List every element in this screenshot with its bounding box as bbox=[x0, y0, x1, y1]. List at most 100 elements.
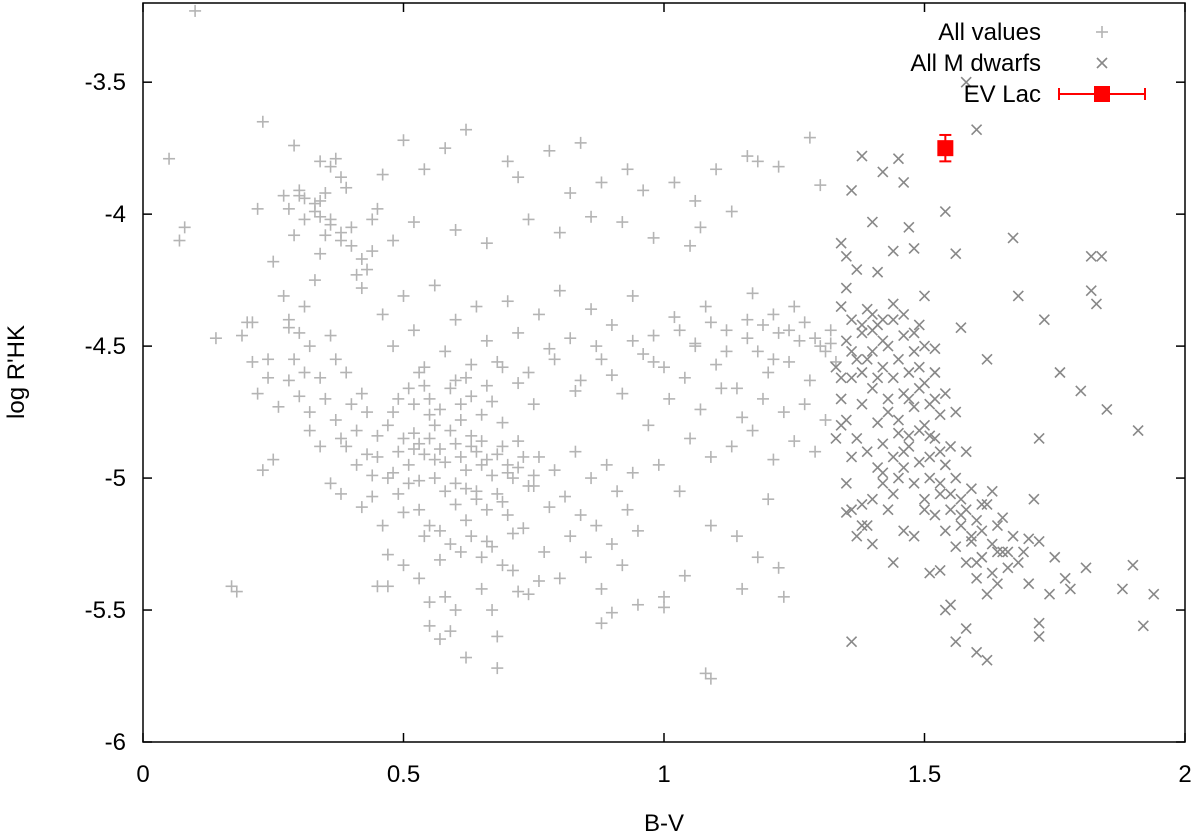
data-point-series0-145 bbox=[652, 458, 665, 471]
data-point-series0-245 bbox=[298, 300, 311, 313]
data-point-series0-188 bbox=[423, 619, 436, 632]
data-point-series0-218 bbox=[465, 390, 478, 403]
data-point-series1-51 bbox=[934, 488, 946, 500]
data-point-series0-241 bbox=[334, 234, 347, 247]
data-point-series1-41 bbox=[882, 406, 894, 418]
data-point-series0-210 bbox=[512, 461, 525, 474]
data-point-series0-279 bbox=[637, 184, 650, 197]
data-point-series0-3 bbox=[178, 221, 191, 234]
data-point-series0-124 bbox=[668, 311, 681, 324]
data-point-series1-112 bbox=[960, 76, 972, 88]
data-point-series0-229 bbox=[501, 509, 514, 522]
data-point-series0-342 bbox=[569, 384, 582, 397]
data-point-series1-50 bbox=[929, 509, 941, 521]
data-point-series0-323 bbox=[282, 202, 295, 215]
data-point-series0-111 bbox=[532, 308, 545, 321]
data-point-series0-183 bbox=[704, 672, 717, 685]
data-point-series1-3 bbox=[851, 353, 863, 365]
data-point-series0-46 bbox=[376, 519, 389, 532]
data-point-series1-173 bbox=[955, 509, 967, 521]
data-point-series0-289 bbox=[694, 221, 707, 234]
data-point-series0-26 bbox=[319, 187, 332, 200]
data-point-series1-60 bbox=[981, 588, 993, 600]
data-point-series0-30 bbox=[340, 181, 353, 194]
data-point-series0-38 bbox=[334, 432, 347, 445]
data-point-series1-111 bbox=[955, 322, 967, 334]
data-point-series0-201 bbox=[465, 429, 478, 442]
x-tick-label-4: 2 bbox=[1178, 761, 1191, 788]
data-point-series0-44 bbox=[366, 490, 379, 503]
data-point-series1-101 bbox=[887, 245, 899, 257]
legend-item-0: All values bbox=[938, 19, 1108, 46]
data-point-series0-161 bbox=[819, 414, 832, 427]
data-point-series0-159 bbox=[798, 398, 811, 411]
data-point-series1-82 bbox=[882, 504, 894, 516]
data-point-series0-175 bbox=[413, 572, 426, 585]
data-point-series1-150 bbox=[939, 604, 951, 616]
data-point-series0-51 bbox=[402, 382, 415, 395]
data-point-series0-96 bbox=[376, 308, 389, 321]
data-point-series0-319 bbox=[334, 487, 347, 500]
data-point-series0-309 bbox=[293, 189, 306, 202]
data-point-series0-150 bbox=[704, 450, 717, 463]
data-point-series0-226 bbox=[470, 493, 483, 506]
data-point-series1-123 bbox=[1043, 588, 1056, 600]
data-point-series0-339 bbox=[626, 334, 639, 347]
data-point-series0-176 bbox=[397, 559, 410, 572]
data-point-series1-125 bbox=[1054, 366, 1066, 379]
data-point-series1-8 bbox=[877, 361, 889, 373]
data-point-series0-242 bbox=[345, 221, 358, 234]
data-point-series0-146 bbox=[663, 392, 676, 405]
data-point-series0-275 bbox=[564, 187, 577, 200]
data-point-series1-161 bbox=[840, 506, 852, 518]
data-point-series0-83 bbox=[569, 445, 582, 458]
data-point-series0-292 bbox=[616, 216, 629, 229]
data-point-series0-12 bbox=[267, 453, 280, 466]
data-point-series1-21 bbox=[944, 440, 957, 452]
data-point-series1-72 bbox=[908, 345, 920, 357]
data-point-series1-48 bbox=[918, 493, 931, 505]
data-point-series1-142 bbox=[1023, 578, 1035, 590]
data-point-series0-282 bbox=[710, 163, 723, 176]
data-point-series0-227 bbox=[480, 503, 493, 516]
data-point-series1-32 bbox=[835, 393, 847, 405]
data-point-series0-331 bbox=[767, 353, 780, 366]
data-point-series0-223 bbox=[439, 485, 452, 498]
data-point-series0-249 bbox=[303, 340, 316, 353]
data-point-series0-109 bbox=[512, 326, 525, 339]
data-point-series0-24 bbox=[314, 194, 327, 207]
data-point-series1-104 bbox=[903, 221, 915, 233]
data-point-series0-132 bbox=[751, 345, 764, 358]
data-point-series0-6 bbox=[230, 585, 243, 598]
data-point-series0-112 bbox=[543, 342, 556, 355]
data-point-series0-178 bbox=[371, 580, 384, 593]
data-point-series1-93 bbox=[835, 237, 847, 249]
data-point-series0-174 bbox=[423, 596, 436, 609]
data-point-series1-172 bbox=[944, 488, 957, 500]
data-point-series0-199 bbox=[454, 450, 467, 463]
data-point-series0-257 bbox=[381, 472, 394, 485]
data-point-series0-136 bbox=[793, 334, 806, 347]
data-point-series1-189 bbox=[877, 314, 889, 326]
data-point-series0-100 bbox=[418, 361, 431, 374]
data-point-series1-155 bbox=[898, 525, 910, 537]
data-point-series1-179 bbox=[1012, 556, 1024, 569]
data-point-series0-216 bbox=[444, 382, 457, 395]
data-point-series0-246 bbox=[293, 326, 306, 339]
data-point-series0-333 bbox=[741, 332, 754, 345]
data-point-series0-285 bbox=[772, 160, 785, 173]
data-point-series0-32 bbox=[350, 268, 363, 281]
data-point-series0-239 bbox=[319, 229, 332, 242]
data-point-series0-325 bbox=[298, 213, 311, 226]
data-point-series1-65 bbox=[835, 372, 847, 384]
data-point-series0-119 bbox=[616, 387, 629, 400]
data-point-series0-200 bbox=[460, 464, 473, 477]
data-point-series0-16 bbox=[277, 289, 290, 302]
data-point-series0-43 bbox=[361, 448, 374, 461]
data-point-series0-142 bbox=[767, 308, 780, 321]
data-point-series0-73 bbox=[517, 522, 530, 535]
legend-symbol-2 bbox=[1058, 86, 1146, 102]
data-point-series1-6 bbox=[866, 345, 878, 357]
data-point-series0-303 bbox=[397, 134, 410, 147]
data-point-series0-166 bbox=[658, 590, 670, 603]
